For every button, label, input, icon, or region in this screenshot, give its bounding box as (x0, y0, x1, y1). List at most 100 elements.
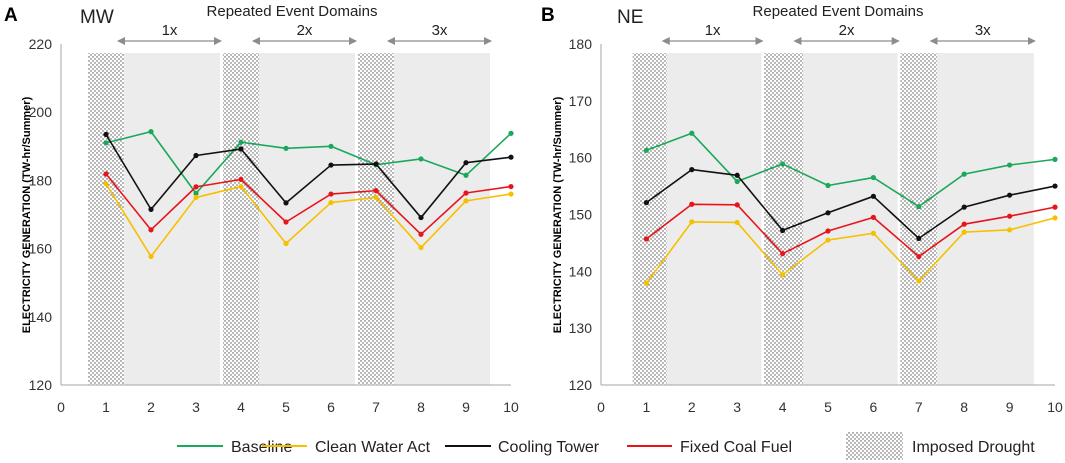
data-point-clean-water-act (689, 219, 695, 225)
data-point-clean-water-act (283, 240, 289, 247)
data-point-fixed-coal-fuel (870, 214, 877, 220)
data-point-fixed-coal-fuel (961, 221, 967, 227)
drought-band (88, 53, 124, 385)
x-tick-label: 3 (733, 399, 741, 415)
data-point-baseline (283, 145, 289, 151)
data-point-clean-water-act (643, 280, 650, 286)
y-axis-label: ELECTRICITY GENERATION (TW-hr/Summer) (21, 96, 33, 333)
data-point-clean-water-act (1052, 215, 1058, 221)
x-tick-label: 5 (282, 399, 290, 415)
drought-band (358, 53, 394, 385)
data-point-cooling-tower (825, 210, 831, 216)
data-point-clean-water-act (463, 198, 469, 204)
series-line-cooling-tower (105, 133, 512, 219)
data-point-baseline (780, 161, 786, 167)
data-point-cooling-tower (870, 193, 877, 199)
data-point-clean-water-act (103, 181, 109, 187)
x-tick-label: 5 (824, 399, 832, 415)
x-tick-label: 4 (237, 399, 245, 415)
data-point-baseline (916, 203, 922, 210)
x-tick-label: 2 (688, 399, 696, 415)
legend-label: Cooling Tower (498, 439, 600, 456)
y-tick-label: 140 (569, 263, 593, 279)
data-point-clean-water-act (734, 219, 740, 226)
y-tick-label: 170 (569, 93, 593, 109)
legend-label: Baseline (231, 439, 292, 456)
y-tick-label: 200 (29, 104, 53, 120)
data-point-baseline (148, 129, 154, 135)
data-point-baseline (734, 178, 740, 185)
series-lines (103, 129, 514, 260)
data-point-clean-water-act (373, 194, 379, 201)
series-lines (643, 130, 1058, 286)
data-point-cooling-tower (463, 160, 469, 166)
data-point-baseline (193, 190, 199, 196)
x-tick-label: 6 (870, 399, 878, 415)
data-point-fixed-coal-fuel (193, 184, 199, 190)
data-point-fixed-coal-fuel (418, 231, 424, 237)
data-point-baseline (463, 172, 469, 178)
data-point-cooling-tower (193, 152, 199, 159)
data-point-cooling-tower (1007, 192, 1013, 198)
y-tick-label: 120 (29, 377, 53, 393)
region-label: MW (80, 7, 114, 28)
data-point-cooling-tower (328, 162, 334, 168)
data-point-clean-water-act (418, 244, 424, 251)
series-line-fixed-coal-fuel (105, 173, 512, 236)
domain-label: 3x (432, 22, 448, 39)
data-point-cooling-tower (780, 227, 786, 234)
panel-letter: B (541, 5, 555, 26)
y-tick-label: 120 (569, 377, 593, 393)
data-point-baseline (418, 156, 424, 162)
x-tick-label: 9 (1006, 399, 1014, 415)
x-tick-label: 3 (192, 399, 200, 415)
data-point-cooling-tower (418, 214, 424, 221)
x-tick-label: 9 (462, 399, 470, 415)
legend-label: Clean Water Act (315, 439, 431, 456)
data-point-cooling-tower (508, 154, 514, 160)
y-tick-label: 150 (569, 207, 593, 223)
data-point-cooling-tower (238, 146, 244, 152)
region-label: NE (617, 7, 643, 28)
data-point-baseline (825, 182, 831, 189)
x-tick-label: 1 (102, 399, 110, 415)
drought-band (900, 53, 937, 385)
axes: 120 130 140 150 160 170 180 0 1 2 3 4 5 6 7 8 9 10 (569, 36, 1063, 415)
x-tick-label: 0 (597, 399, 605, 415)
x-tick-label: 2 (147, 399, 155, 415)
panel-letter: A (4, 5, 18, 26)
x-tick-label: 0 (57, 399, 65, 415)
data-point-fixed-coal-fuel (643, 236, 650, 242)
chart-title: Repeated Event Domains (753, 3, 924, 20)
data-point-clean-water-act (916, 278, 922, 284)
data-point-clean-water-act (1007, 227, 1013, 233)
x-tick-label: 7 (372, 399, 380, 415)
series-line-baseline (105, 130, 512, 195)
data-point-baseline (689, 130, 695, 136)
y-tick-label: 160 (29, 241, 53, 257)
data-point-baseline (1007, 162, 1013, 168)
series-line-fixed-coal-fuel (645, 203, 1056, 258)
data-point-fixed-coal-fuel (780, 251, 786, 257)
data-point-cooling-tower (283, 200, 289, 206)
x-tick-label: 7 (915, 399, 923, 415)
legend-label: Fixed Coal Fuel (680, 439, 792, 456)
data-point-fixed-coal-fuel (689, 201, 695, 207)
domain-label: 1x (162, 22, 178, 39)
data-point-cooling-tower (148, 206, 154, 212)
data-point-fixed-coal-fuel (916, 253, 922, 260)
y-tick-label: 130 (569, 320, 593, 336)
axes: 120 140 160 180 200 220 0 1 2 3 4 5 6 7 8 9 10 (29, 36, 519, 415)
data-point-fixed-coal-fuel (825, 228, 831, 234)
data-point-fixed-coal-fuel (734, 202, 740, 208)
data-point-clean-water-act (825, 237, 831, 243)
y-axis-label: ELECTRICITY GENERATION (TW-hr/Summer) (552, 96, 564, 333)
series-line-clean-water-act (645, 217, 1056, 284)
data-point-fixed-coal-fuel (328, 191, 334, 197)
data-point-clean-water-act (870, 230, 877, 236)
data-point-fixed-coal-fuel (148, 227, 154, 233)
domain-label: 2x (297, 22, 313, 39)
series-line-baseline (646, 132, 1056, 208)
legend: Baseline Clean Water Act Cooling Tower Fixe… (177, 432, 1035, 460)
